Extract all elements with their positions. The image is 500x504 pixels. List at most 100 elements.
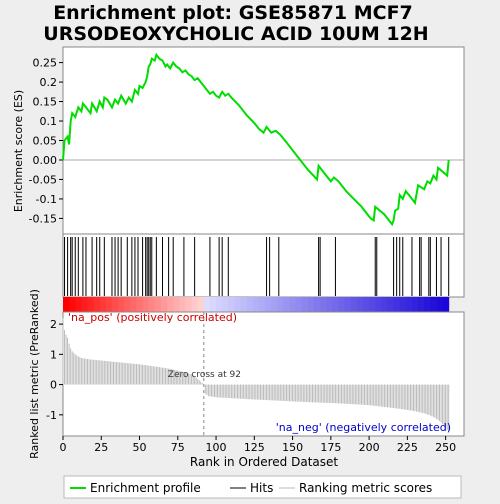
color-bar-segment <box>265 297 272 312</box>
es-plot-area <box>62 46 465 235</box>
hit-lines <box>64 237 450 296</box>
x-tick-label: 175 <box>320 441 341 454</box>
color-bar-segment <box>216 297 223 312</box>
color-bar-segment <box>228 297 235 312</box>
metric-y-tick-label: 1 <box>50 348 57 361</box>
color-bar-segment <box>63 297 70 312</box>
es-y-axis-label: Enrichment score (ES) <box>12 90 25 212</box>
color-bar-segment <box>130 297 137 312</box>
x-tick-label: 100 <box>206 441 227 454</box>
color-bar-segment <box>362 297 370 312</box>
x-axis-label: Rank in Ordered Dataset <box>190 455 338 469</box>
color-bar-segment <box>118 297 125 312</box>
color-bar-segment <box>271 297 278 312</box>
es-y-tick-label: 0.00 <box>33 154 58 167</box>
es-y-tick-label: -0.05 <box>29 173 57 186</box>
color-bar-segment <box>142 297 150 312</box>
rank-color-bar <box>63 297 450 312</box>
color-bar-segment <box>356 297 364 312</box>
color-bar-segment <box>234 297 242 312</box>
color-bar-segment <box>222 297 229 312</box>
x-tick-label: 200 <box>359 441 380 454</box>
es-y-tick-label: -0.15 <box>29 212 57 225</box>
x-tick-label: 225 <box>397 441 418 454</box>
color-bar-segment <box>320 297 327 312</box>
color-bar-segment <box>75 297 82 312</box>
color-bar-segment <box>179 297 186 312</box>
es-y-tick-label: 0.05 <box>33 135 58 148</box>
x-tick-label: 50 <box>133 441 147 454</box>
color-bar-segment <box>69 297 76 312</box>
color-bar-segment <box>332 297 339 312</box>
enrichment-profile-line <box>62 52 450 227</box>
color-bar-segment <box>240 297 248 312</box>
x-tick-label: 25 <box>94 441 108 454</box>
es-y-tick-label: 0.15 <box>33 96 58 109</box>
color-bar-segment <box>442 297 450 312</box>
color-bar-segment <box>173 297 180 312</box>
color-bar-segment <box>350 297 358 312</box>
hits-plot-area <box>62 233 465 298</box>
hits-panel <box>62 233 465 298</box>
color-bar-segment <box>105 297 113 312</box>
color-bar-segment <box>246 297 254 312</box>
color-bar-segment <box>405 297 413 312</box>
x-tick-label: 125 <box>244 441 265 454</box>
color-bar-segment <box>154 297 162 312</box>
color-bar-segment <box>191 297 199 312</box>
color-bar-segment <box>209 297 217 312</box>
x-tick-label: 75 <box>171 441 185 454</box>
color-bar-segment <box>326 297 333 312</box>
color-bar-segment <box>381 297 388 312</box>
color-bar-segment <box>277 297 284 312</box>
color-bar-segment <box>430 297 437 312</box>
metric-y-axis: 2 1 0 -1 <box>46 318 63 422</box>
legend: Enrichment profile Hits Ranking metric s… <box>63 475 462 499</box>
positive-correlation-label: 'na_pos' (positively correlated) <box>68 311 237 324</box>
color-bar-segment <box>295 297 303 312</box>
color-bar-segment <box>301 297 309 312</box>
color-bar-segment <box>87 297 95 312</box>
ranking-metric-bars <box>62 318 450 432</box>
color-bar-segment <box>252 297 260 312</box>
negative-correlation-label: 'na_neg' (negatively correlated) <box>276 421 451 434</box>
es-panel: 0.25 0.2 0.15 0.1 0.05 0.00 -0.05 -0.1 -0.15 Enr… <box>12 46 465 235</box>
legend-metric-label: Ranking metric scores <box>299 481 432 495</box>
color-bar-segment <box>424 297 431 312</box>
color-bar-segment <box>185 297 193 312</box>
metric-y-axis-label: Ranked list metric (PreRanked) <box>28 289 41 459</box>
color-bar-segment <box>418 297 425 312</box>
color-bar-segment <box>93 297 101 312</box>
color-bar-segment <box>148 297 156 312</box>
color-bar-segment <box>411 297 419 312</box>
es-y-tick-label: 0.2 <box>40 76 58 89</box>
color-bar-segment <box>338 297 346 312</box>
legend-box <box>63 475 462 499</box>
x-tick-label: 0 <box>60 441 67 454</box>
zero-cross-label: Zero cross at 92 <box>168 370 241 380</box>
es-y-tick-label: 0.1 <box>40 115 58 128</box>
color-bar-segment <box>375 297 382 312</box>
color-bar-segment <box>197 297 205 312</box>
metric-y-tick-label: 2 <box>50 318 57 331</box>
color-bar-segment <box>436 297 444 312</box>
x-axis: 0 25 50 75 100 125 150 175 200 225 250 <box>60 436 456 454</box>
color-bar-segment <box>387 297 395 312</box>
color-bar-segment <box>167 297 174 312</box>
chart-title-line2: URSODEOXYCHOLIC ACID 10UM 12H <box>43 23 428 45</box>
es-y-tick-label: -0.1 <box>36 193 57 206</box>
color-bar-segment <box>111 297 119 312</box>
color-bar-segment <box>124 297 131 312</box>
legend-hits-label: Hits <box>250 481 273 495</box>
color-bar-segment <box>369 297 376 312</box>
metric-panel: 2 1 0 -1 Zero cross at 92 'na_pos' (positiv… <box>28 289 465 469</box>
color-bar-segment <box>283 297 291 312</box>
x-tick-label: 250 <box>435 441 456 454</box>
color-bar-segment <box>203 297 211 312</box>
color-bar-segment <box>344 297 352 312</box>
es-y-axis: 0.25 0.2 0.15 0.1 0.05 0.00 -0.05 -0.1 -0.15 <box>29 57 63 225</box>
color-bar-segment <box>81 297 88 312</box>
color-bar-segment <box>99 297 107 312</box>
color-bar-segment <box>136 297 144 312</box>
